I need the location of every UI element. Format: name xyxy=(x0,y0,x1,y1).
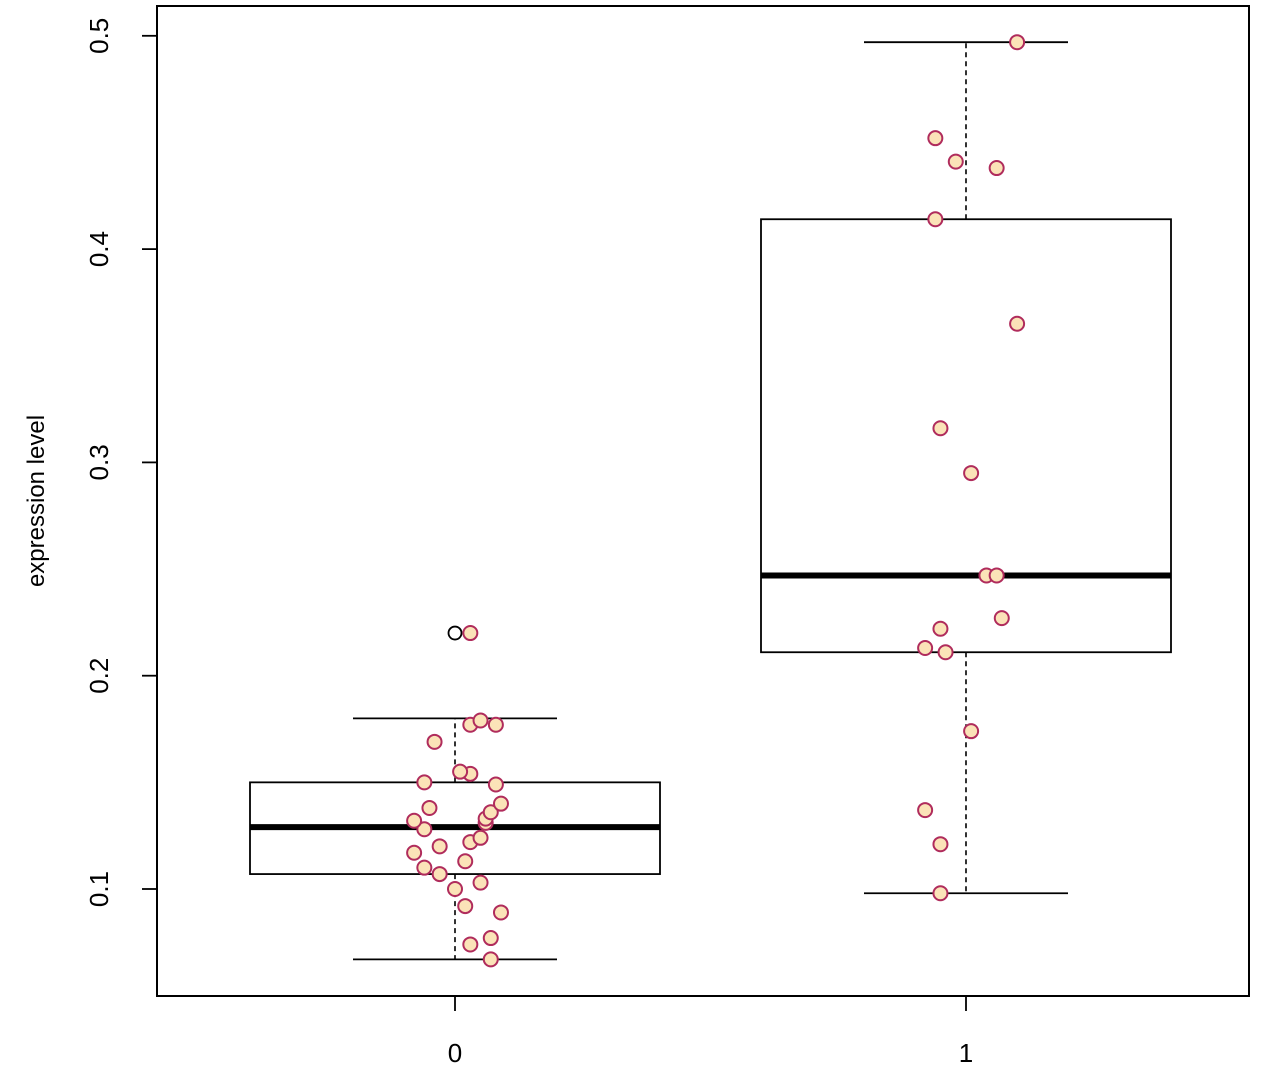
box-group-0 xyxy=(249,625,661,961)
data-point xyxy=(932,885,949,902)
data-point xyxy=(932,620,949,637)
data-point xyxy=(462,625,479,642)
y-tick-label: 0.1 xyxy=(84,871,114,907)
data-point xyxy=(426,733,443,750)
data-point xyxy=(452,763,469,780)
data-point xyxy=(993,610,1010,627)
data-point xyxy=(487,776,504,793)
data-point xyxy=(988,567,1005,584)
data-point xyxy=(963,465,980,482)
data-point xyxy=(431,838,448,855)
data-point xyxy=(487,716,504,733)
data-point xyxy=(988,160,1005,177)
data-point xyxy=(472,874,489,891)
data-point xyxy=(1009,34,1026,51)
data-point xyxy=(472,712,489,729)
data-point xyxy=(421,799,438,816)
data-point xyxy=(416,774,433,791)
data-point xyxy=(963,723,980,740)
points-layer xyxy=(406,34,1026,968)
data-point xyxy=(462,936,479,953)
data-point xyxy=(431,866,448,883)
y-axis: 0.1 0.2 0.3 0.4 0.5 xyxy=(84,18,158,907)
data-point xyxy=(457,853,474,870)
boxes-layer xyxy=(249,41,1172,961)
y-tick-label: 0.3 xyxy=(84,444,114,480)
data-point xyxy=(917,639,934,656)
x-tick-label: 0 xyxy=(448,1038,462,1068)
data-point xyxy=(492,904,509,921)
data-point xyxy=(482,930,499,947)
box-group-1 xyxy=(760,41,1172,895)
data-point xyxy=(416,859,433,876)
outlier-point xyxy=(447,625,463,641)
data-point xyxy=(1009,315,1026,332)
data-point xyxy=(947,153,964,170)
plot-frame xyxy=(156,5,1250,997)
y-tick-label: 0.2 xyxy=(84,658,114,694)
data-point xyxy=(932,420,949,437)
data-point xyxy=(932,836,949,853)
data-point xyxy=(917,802,934,819)
data-point xyxy=(482,951,499,968)
data-point xyxy=(472,829,489,846)
data-point xyxy=(416,821,433,838)
data-point xyxy=(406,812,423,829)
y-tick-label: 0.4 xyxy=(84,231,114,267)
x-tick-label: 1 xyxy=(959,1038,973,1068)
y-axis-label: expression level xyxy=(23,415,50,587)
data-point xyxy=(927,211,944,228)
box-iqr xyxy=(760,218,1172,654)
y-tick-label: 0.5 xyxy=(84,18,114,54)
data-point xyxy=(937,644,954,661)
data-point xyxy=(457,898,474,915)
data-point xyxy=(927,130,944,147)
data-point xyxy=(482,804,499,821)
data-point xyxy=(406,844,423,861)
data-point xyxy=(492,795,509,812)
data-point xyxy=(447,881,463,897)
